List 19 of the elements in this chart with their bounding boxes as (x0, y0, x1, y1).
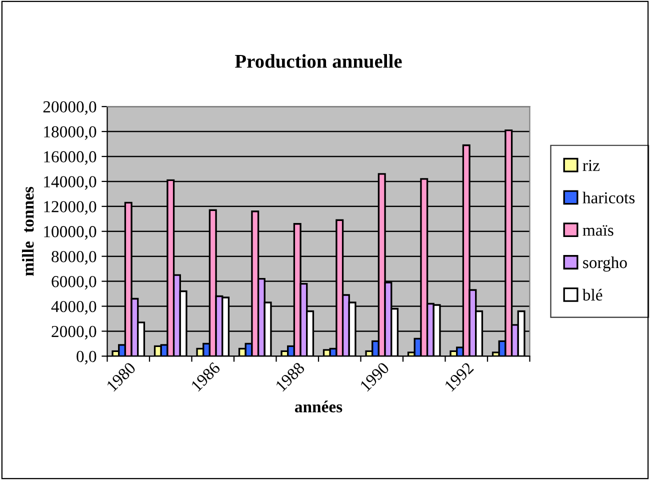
x-axis-title: années (294, 400, 342, 412)
chart-title: Production annuelle (235, 54, 402, 68)
y-tick-label: 0,0 (76, 350, 96, 365)
y-tick-label: 18000,0 (44, 126, 96, 140)
y-tick-label: 6000,0 (52, 276, 96, 290)
y-tick-label: 20000,0 (43, 101, 96, 115)
y-tick-label: 4000,0 (51, 300, 96, 315)
y-tick-label: 8000,0 (52, 251, 96, 265)
legend-label: haricots (582, 192, 635, 204)
y-tick-label: 10000,0 (44, 226, 96, 240)
y-tick-label: 16000,0 (44, 151, 96, 165)
legend-label: sorgho (583, 256, 627, 272)
y-axis-title: mille tonnes (22, 186, 34, 276)
y-tick-label: 14000,0 (44, 176, 96, 190)
legend-label: maïs (582, 225, 614, 236)
y-tick-label: 2000,0 (52, 326, 96, 340)
legend-label: blé (582, 288, 602, 301)
legend-label: riz (582, 160, 600, 171)
y-tick-label: 12000,0 (44, 201, 96, 215)
